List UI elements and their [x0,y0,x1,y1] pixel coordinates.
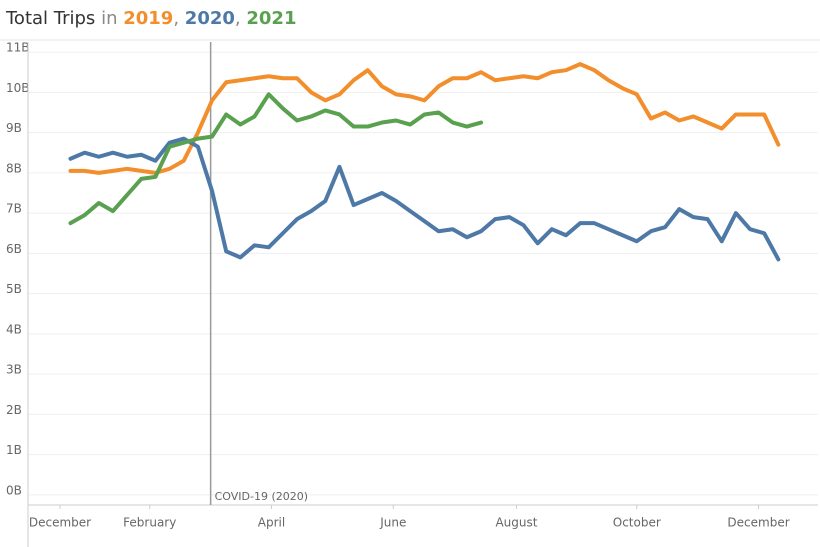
y-tick-label: 9B [6,121,22,135]
y-tick-label: 11B [6,41,30,55]
x-tick-label: December [727,516,789,530]
y-tick-label: 1B [6,443,22,457]
y-tick-label: 4B [6,322,22,336]
y-tick-label: 0B [6,483,22,497]
x-tick-label: June [379,516,406,530]
y-tick-label: 2B [6,403,22,417]
title-year: 2020 [185,8,235,29]
x-tick-label: October [613,516,661,530]
y-tick-label: 8B [6,161,22,175]
series-line [68,92,484,226]
title-year: 2021 [246,8,296,29]
title-connector: in [101,8,117,29]
title-main: Total Trips [5,8,95,29]
title-year: 2019 [123,8,173,29]
y-tick-label: 6B [6,242,22,256]
series-line [68,62,781,175]
series-line [68,136,781,262]
y-tick-label: 3B [6,363,22,377]
chart-title: Total Trips in 2019, 2020, 2021 [5,8,296,29]
x-tick-label: August [495,516,537,530]
y-tick-label: 7B [6,202,22,216]
y-tick-label: 10B [6,81,30,95]
x-tick-label: February [123,516,176,530]
title-separator: , [235,8,241,29]
x-tick-label: December [29,516,91,530]
reference-label: COVID-19 (2020) [215,490,308,503]
title-separator: , [173,8,179,29]
y-tick-label: 5B [6,282,22,296]
x-tick-label: April [258,516,285,530]
